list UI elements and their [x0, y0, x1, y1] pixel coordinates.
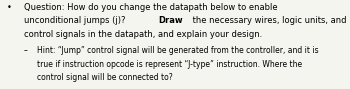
- Text: unconditional jumps (j)?: unconditional jumps (j)?: [24, 16, 128, 25]
- Text: Question: How do you change the datapath below to enable: Question: How do you change the datapath…: [24, 3, 278, 12]
- Text: control signals in the datapath, and explain your design.: control signals in the datapath, and exp…: [24, 30, 262, 39]
- Text: –: –: [24, 46, 28, 55]
- Text: true if instruction opcode is represent “J-type” instruction. Where the: true if instruction opcode is represent …: [37, 60, 302, 69]
- Text: Hint: “Jump” control signal will be generated from the controller, and it is: Hint: “Jump” control signal will be gene…: [37, 46, 318, 55]
- Text: control signal will be connected to?: control signal will be connected to?: [37, 73, 173, 82]
- Text: the necessary wires, logic units, and: the necessary wires, logic units, and: [190, 16, 346, 25]
- Text: Draw: Draw: [158, 16, 183, 25]
- Text: •: •: [6, 3, 11, 12]
